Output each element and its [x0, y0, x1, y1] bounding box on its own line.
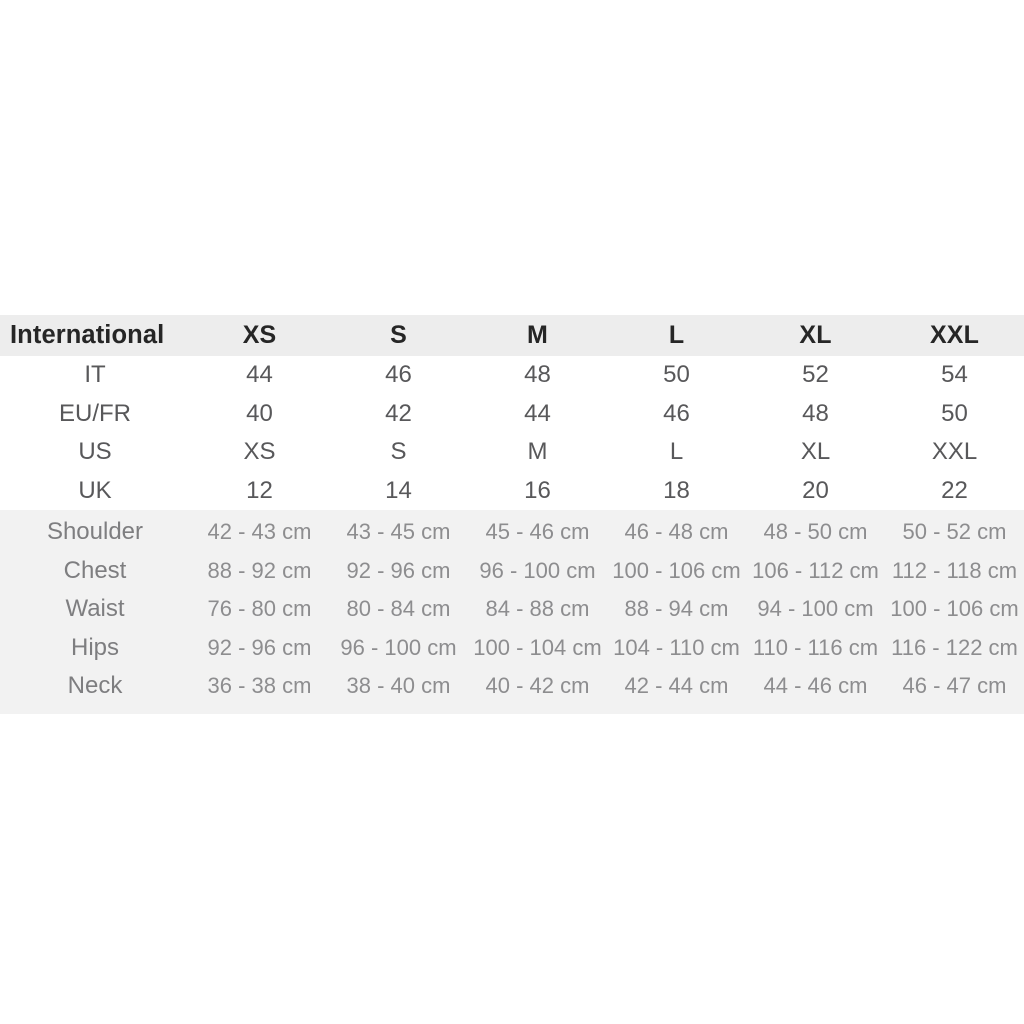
table-row: Neck 36 - 38 cm 38 - 40 cm 40 - 42 cm 42… [0, 667, 1024, 714]
size-conversion-section: IT 44 46 48 50 52 54 EU/FR 40 42 44 46 4… [0, 356, 1024, 510]
size-chart: International XS S M L XL XXL IT 44 46 4… [0, 315, 1024, 714]
cell-hips-s: 96 - 100 cm [340, 634, 457, 660]
cell-shoulder-xs: 42 - 43 cm [207, 519, 312, 545]
table-row: Shoulder 42 - 43 cm 43 - 45 cm 45 - 46 c… [0, 510, 1024, 552]
cell-it-l: 50 [663, 361, 690, 389]
table-row: Waist 76 - 80 cm 80 - 84 cm 84 - 88 cm 8… [0, 590, 1024, 629]
cell-chest-xl: 106 - 112 cm [752, 557, 879, 583]
cell-uk-xs: 12 [246, 476, 273, 504]
row-label-hips: Hips [70, 633, 119, 661]
column-header-m: M [527, 321, 548, 349]
cell-shoulder-xl: 48 - 50 cm [763, 519, 868, 545]
cell-waist-xs: 76 - 80 cm [207, 596, 312, 622]
cell-waist-l: 88 - 94 cm [624, 596, 729, 622]
cell-us-xxl: XXL [931, 438, 978, 466]
cell-waist-m: 84 - 88 cm [485, 596, 590, 622]
cell-us-s: S [390, 438, 407, 466]
row-label-uk: UK [78, 476, 112, 504]
row-label-it: IT [84, 361, 106, 389]
cell-eufr-s: 42 [385, 399, 412, 427]
column-header-s: S [390, 321, 407, 349]
cell-it-s: 46 [385, 361, 412, 389]
cell-neck-xs: 36 - 38 cm [207, 673, 312, 699]
size-chart-table: International XS S M L XL XXL IT 44 46 4… [0, 315, 1024, 714]
cell-neck-l: 42 - 44 cm [624, 673, 729, 699]
cell-chest-l: 100 - 106 cm [612, 557, 741, 583]
cell-us-xs: XS [243, 438, 276, 466]
cell-us-l: L [669, 438, 684, 466]
row-label-shoulder: Shoulder [46, 518, 144, 546]
cell-shoulder-m: 45 - 46 cm [485, 519, 590, 545]
table-row: EU/FR 40 42 44 46 48 50 [0, 395, 1024, 434]
cell-shoulder-s: 43 - 45 cm [346, 519, 451, 545]
cell-uk-l: 18 [663, 476, 690, 504]
row-label-waist: Waist [65, 595, 125, 623]
cell-us-xl: XL [800, 438, 831, 466]
cell-it-xl: 52 [802, 361, 829, 389]
cell-it-xs: 44 [246, 361, 273, 389]
cell-eufr-m: 44 [524, 399, 551, 427]
column-header-international: International [10, 321, 165, 349]
cell-neck-xxl: 46 - 47 cm [902, 673, 1007, 699]
cell-hips-l: 104 - 110 cm [613, 634, 740, 660]
cell-chest-xxl: 112 - 118 cm [891, 557, 1018, 583]
table-row: Hips 92 - 96 cm 96 - 100 cm 100 - 104 cm… [0, 629, 1024, 668]
cell-eufr-xs: 40 [246, 399, 273, 427]
cell-hips-m: 100 - 104 cm [473, 634, 602, 660]
table-header: International XS S M L XL XXL [0, 315, 1024, 356]
cell-chest-m: 96 - 100 cm [479, 557, 596, 583]
table-row: US XS S M L XL XXL [0, 433, 1024, 472]
row-label-neck: Neck [67, 672, 123, 700]
cell-eufr-l: 46 [663, 399, 690, 427]
table-row: IT 44 46 48 50 52 54 [0, 356, 1024, 395]
cell-waist-s: 80 - 84 cm [346, 596, 451, 622]
cell-neck-s: 38 - 40 cm [346, 673, 451, 699]
cell-shoulder-xxl: 50 - 52 cm [902, 519, 1007, 545]
row-label-us: US [78, 438, 112, 466]
table-row: UK 12 14 16 18 20 22 [0, 472, 1024, 511]
column-header-xxl: XXL [930, 321, 979, 349]
row-label-chest: Chest [63, 556, 127, 584]
cell-waist-xl: 94 - 100 cm [757, 596, 874, 622]
cell-us-m: M [527, 438, 548, 466]
cell-eufr-xl: 48 [802, 399, 829, 427]
cell-uk-m: 16 [524, 476, 551, 504]
cell-eufr-xxl: 50 [941, 399, 968, 427]
cell-shoulder-l: 46 - 48 cm [624, 519, 729, 545]
cell-chest-xs: 88 - 92 cm [207, 557, 312, 583]
cell-waist-xxl: 100 - 106 cm [890, 596, 1019, 622]
cell-it-m: 48 [524, 361, 551, 389]
cell-neck-xl: 44 - 46 cm [763, 673, 868, 699]
cell-it-xxl: 54 [941, 361, 968, 389]
cell-uk-s: 14 [385, 476, 412, 504]
column-header-l: L [668, 321, 685, 349]
column-header-xl: XL [799, 321, 832, 349]
column-header-xs: XS [242, 321, 277, 349]
body-measurement-section: Shoulder 42 - 43 cm 43 - 45 cm 45 - 46 c… [0, 510, 1024, 714]
cell-uk-xl: 20 [802, 476, 829, 504]
cell-hips-xs: 92 - 96 cm [207, 634, 312, 660]
header-row: International XS S M L XL XXL [0, 315, 1024, 356]
cell-hips-xxl: 116 - 122 cm [891, 634, 1018, 660]
cell-chest-s: 92 - 96 cm [346, 557, 451, 583]
table-row: Chest 88 - 92 cm 92 - 96 cm 96 - 100 cm … [0, 552, 1024, 591]
cell-uk-xxl: 22 [941, 476, 968, 504]
cell-neck-m: 40 - 42 cm [485, 673, 590, 699]
row-label-eufr: EU/FR [59, 399, 131, 427]
cell-hips-xl: 110 - 116 cm [752, 634, 879, 660]
